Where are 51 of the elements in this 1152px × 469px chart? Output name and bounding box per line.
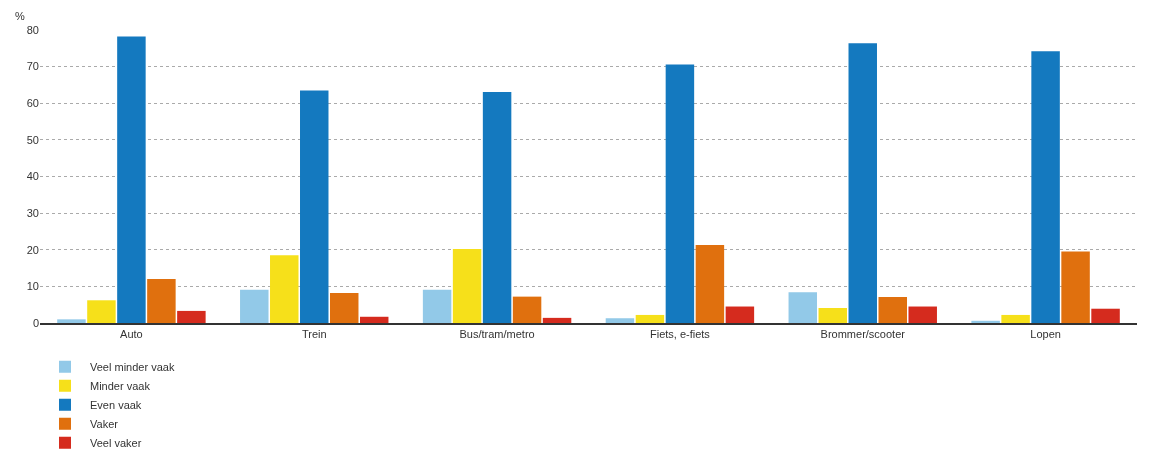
x-tick-label: Fiets, e-fiets — [649, 328, 711, 341]
bar — [1001, 314, 1030, 323]
y-tick-label: 60 — [26, 97, 39, 110]
x-tick-label: Trein — [301, 328, 327, 341]
bar — [1061, 251, 1090, 323]
bar — [908, 306, 937, 323]
bar — [147, 279, 176, 323]
bar — [818, 307, 848, 323]
y-tick-label: 0 — [32, 316, 39, 329]
bar — [665, 64, 695, 323]
bar — [240, 289, 269, 323]
bar — [270, 255, 299, 323]
y-tick-label: 20 — [26, 243, 39, 256]
y-tick-label: 10 — [26, 280, 39, 293]
bar — [87, 300, 116, 323]
bar — [422, 289, 452, 323]
bar — [359, 316, 389, 323]
bar — [971, 320, 1000, 323]
y-tick-label: 80 — [26, 23, 39, 36]
bar — [878, 297, 907, 323]
bar — [605, 318, 635, 323]
bar — [1091, 308, 1120, 323]
bar — [725, 306, 755, 323]
x-tick-label: Lopen — [1030, 328, 1061, 341]
bar — [542, 317, 572, 323]
x-tick-label: Bus/tram/metro — [459, 328, 535, 341]
bar — [452, 249, 482, 323]
bar — [117, 36, 146, 323]
y-axis-title: % — [15, 10, 25, 22]
legend-label: Veel vaker — [90, 437, 142, 450]
legend-label: Veel minder vaak — [90, 361, 175, 374]
legend-label: Even vaak — [90, 399, 142, 412]
y-tick-label: 50 — [26, 133, 39, 146]
bar — [1031, 51, 1060, 323]
y-tick-label: 30 — [26, 206, 39, 219]
bar — [695, 244, 725, 323]
bar — [177, 310, 206, 323]
y-tick-label: 40 — [26, 170, 39, 183]
bar — [482, 91, 512, 323]
bar — [848, 43, 877, 323]
bar — [300, 90, 329, 323]
y-tick-label: 70 — [26, 60, 39, 73]
bar — [329, 292, 359, 323]
legend-label: Minder vaak — [90, 380, 151, 393]
bar — [788, 292, 818, 323]
bar — [512, 296, 542, 323]
bar — [635, 314, 665, 323]
legend-label: Vaker — [90, 418, 119, 431]
x-tick-label: Brommer/scooter — [820, 328, 906, 341]
bar — [57, 319, 86, 323]
x-tick-label: Auto — [120, 328, 143, 341]
